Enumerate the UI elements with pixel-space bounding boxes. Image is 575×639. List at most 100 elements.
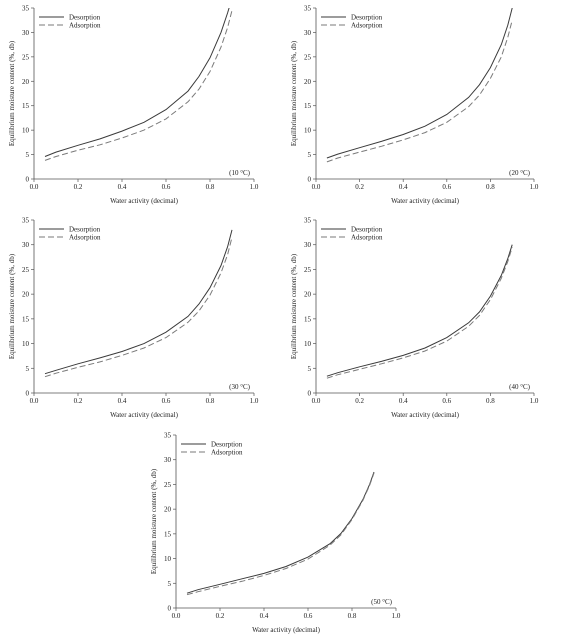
series-line-desorption	[326, 8, 513, 159]
y-tick-label: 25	[304, 266, 312, 274]
x-tick-label: 1.0	[250, 183, 259, 191]
x-tick-label: 1.0	[530, 183, 539, 191]
series-line-adsorption	[44, 10, 233, 161]
y-tick-label: 30	[304, 29, 312, 37]
chart-panel-2: 0.0 0.2 0.4 0.6 0.8 1.0 0 5 10 15 20 25 30 35 Water ac…	[290, 5, 539, 206]
chart-panel-3: 0.0 0.2 0.4 0.6 0.8 1.0 0 5 10 15 20 25 30 35 Water ac…	[8, 217, 259, 420]
x-tick-label: 0.0	[312, 183, 321, 191]
temperature-label: (20 °C)	[509, 169, 531, 177]
y-tick-label: 20	[304, 291, 312, 299]
x-tick-label: 0.6	[162, 397, 171, 405]
chart-panel-4: 0.0 0.2 0.4 0.6 0.8 1.0 0 5 10 15 20 25 30 35 Water ac…	[290, 217, 539, 420]
y-tick-label: 15	[304, 102, 312, 110]
legend-label-adsorption: Adsorption	[69, 234, 101, 242]
y-tick-label: 25	[22, 266, 30, 274]
y-tick-label: 10	[304, 127, 312, 135]
temperature-label: (10 °C)	[229, 169, 251, 177]
x-tick-label: 0.0	[312, 397, 321, 405]
x-tick-label: 0.8	[206, 397, 215, 405]
y-tick-label: 25	[22, 53, 30, 61]
legend-label-desorption: Desorption	[69, 226, 101, 234]
y-tick-label: 20	[304, 78, 312, 86]
x-axis-label: Water activity (decimal)	[110, 197, 179, 205]
y-tick-label: 5	[26, 365, 30, 373]
y-tick-label: 15	[22, 315, 30, 323]
y-tick-label: 10	[22, 340, 30, 348]
y-axis-label: Equilibrium moisture content (%, db)	[150, 468, 158, 574]
series-line-adsorption	[186, 472, 375, 596]
x-tick-label: 0.6	[442, 397, 451, 405]
legend-label-desorption: Desorption	[211, 441, 243, 449]
chart-panel-1: 0.0 0.2 0.4 0.6 0.8 1.0 0 5 10 15 20 25 30 35 Water ac…	[8, 5, 259, 206]
y-tick-label: 30	[22, 241, 30, 249]
x-tick-label: 1.0	[250, 397, 259, 405]
x-axis-label: Water activity (decimal)	[110, 411, 179, 419]
y-tick-label: 0	[26, 176, 30, 184]
y-tick-label: 35	[22, 217, 30, 225]
x-tick-label: 0.8	[348, 612, 357, 620]
y-tick-label: 35	[164, 432, 172, 440]
y-tick-label: 25	[164, 481, 172, 489]
x-axis-label: Water activity (decimal)	[252, 626, 321, 634]
x-tick-label: 0.4	[118, 183, 127, 191]
y-tick-label: 15	[22, 102, 30, 110]
x-tick-label: 0.0	[30, 397, 39, 405]
series-line-adsorption	[326, 247, 513, 379]
y-tick-label: 0	[308, 176, 312, 184]
y-tick-label: 20	[164, 506, 172, 514]
x-axis-label: Water activity (decimal)	[391, 411, 460, 419]
x-tick-label: 0.4	[399, 397, 408, 405]
y-axis-label: Equilibrium moisture content (%, db)	[8, 40, 16, 146]
y-tick-label: 5	[26, 151, 30, 159]
y-tick-label: 30	[22, 29, 30, 37]
x-tick-label: 0.8	[486, 397, 495, 405]
series-line-adsorption	[326, 20, 513, 163]
y-tick-label: 10	[22, 127, 30, 135]
temperature-label: (50 °C)	[371, 598, 393, 606]
x-tick-label: 0.4	[118, 397, 127, 405]
series-line-adsorption	[44, 237, 233, 378]
x-tick-label: 0.6	[442, 183, 451, 191]
y-tick-label: 10	[164, 555, 172, 563]
y-tick-label: 30	[304, 241, 312, 249]
y-tick-label: 5	[308, 365, 312, 373]
x-tick-label: 1.0	[530, 397, 539, 405]
y-tick-label: 0	[26, 390, 30, 398]
y-axis-label: Equilibrium moisture content (%, db)	[290, 40, 298, 146]
x-tick-label: 0.2	[355, 183, 364, 191]
series-line-desorption	[326, 244, 513, 377]
y-tick-label: 5	[308, 151, 312, 159]
x-tick-label: 1.0	[392, 612, 401, 620]
x-tick-label: 0.2	[74, 183, 83, 191]
x-tick-label: 0.2	[355, 397, 364, 405]
temperature-label: (40 °C)	[509, 383, 531, 391]
y-tick-label: 0	[168, 605, 172, 613]
legend-label-desorption: Desorption	[351, 14, 383, 22]
x-tick-label: 0.8	[486, 183, 495, 191]
y-tick-label: 15	[164, 530, 172, 538]
y-axis-label: Equilibrium moisture content (%, db)	[8, 253, 16, 359]
y-tick-label: 15	[304, 315, 312, 323]
x-tick-label: 0.0	[30, 183, 39, 191]
legend-label-adsorption: Adsorption	[69, 22, 101, 30]
x-tick-label: 0.4	[399, 183, 408, 191]
legend-label-adsorption: Adsorption	[351, 22, 383, 30]
x-tick-label: 0.8	[206, 183, 215, 191]
y-tick-label: 0	[308, 390, 312, 398]
y-tick-label: 35	[22, 5, 30, 13]
y-tick-label: 35	[304, 5, 312, 13]
y-tick-label: 25	[304, 53, 312, 61]
y-tick-label: 20	[22, 78, 30, 86]
y-axis-label: Equilibrium moisture content (%, db)	[290, 253, 298, 359]
y-tick-label: 20	[22, 291, 30, 299]
series-line-desorption	[44, 229, 233, 375]
x-axis-label: Water activity (decimal)	[391, 197, 460, 205]
temperature-label: (30 °C)	[229, 383, 251, 391]
series-line-desorption	[44, 8, 230, 157]
legend-label-desorption: Desorption	[69, 14, 101, 22]
x-tick-label: 0.6	[162, 183, 171, 191]
x-tick-label: 0.2	[74, 397, 83, 405]
x-tick-label: 0.2	[216, 612, 225, 620]
legend-label-adsorption: Adsorption	[211, 449, 243, 457]
